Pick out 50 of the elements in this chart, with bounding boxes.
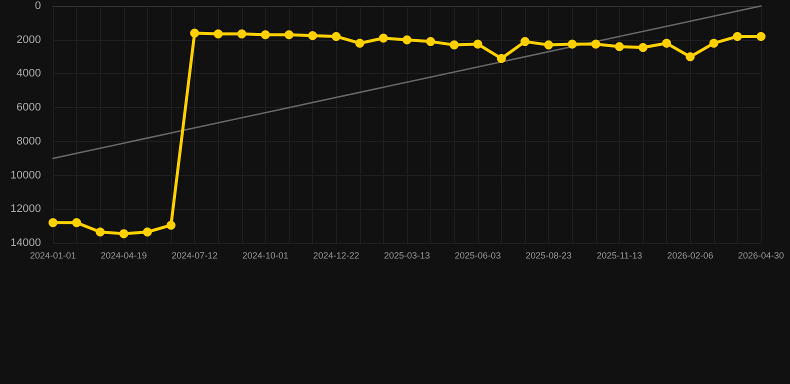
point [756,32,766,41]
point [709,38,718,48]
point [237,29,246,38]
point [214,29,223,38]
y-tick-label: 12000 [10,203,41,216]
point [72,218,82,228]
point [732,32,742,41]
x-tick-label: 2026-04-30 [738,250,784,260]
point [473,40,482,49]
x-tick-label: 2024-10-01 [242,250,288,260]
point [520,37,530,46]
x-tick-label: 2025-11-13 [596,250,642,260]
point [308,31,318,40]
y-tick-label: 8000 [16,135,41,148]
point [166,220,176,230]
x-tick-label: 2024-01-01 [30,250,76,260]
point [48,218,58,228]
point [284,30,294,40]
x-tick-label: 2024-07-12 [172,250,218,260]
point [614,42,624,52]
point [568,40,577,49]
y-tick-label: 4000 [16,68,41,80]
point [96,228,105,236]
point [332,32,341,41]
point [686,52,695,62]
point [450,40,459,50]
x-tick-label: 2025-08-23 [526,250,572,260]
point [638,42,648,52]
x-tick-label: 2024-12-22 [313,250,360,260]
y-tick-label: 14000 [10,237,41,249]
x-tick-label: 2025-03-13 [384,250,430,260]
point [355,38,364,48]
y-tick-label: 0 [34,0,41,12]
y-tick-label: 2000 [16,34,41,46]
point [378,34,388,43]
x-tick-label: 2026-02-06 [667,250,714,260]
point [142,228,152,236]
x-tick-label: 2025-06-03 [454,250,501,260]
point [119,229,128,238]
point [190,28,200,38]
x-tick-label: 2024-04-19 [100,250,147,260]
point [496,54,506,63]
point [426,37,436,46]
point [544,40,554,50]
y-tick-label: 10000 [10,169,41,182]
point [260,30,270,40]
y-tick-label: 6000 [16,102,41,114]
point [591,40,600,49]
point [662,38,672,48]
point [402,35,412,44]
